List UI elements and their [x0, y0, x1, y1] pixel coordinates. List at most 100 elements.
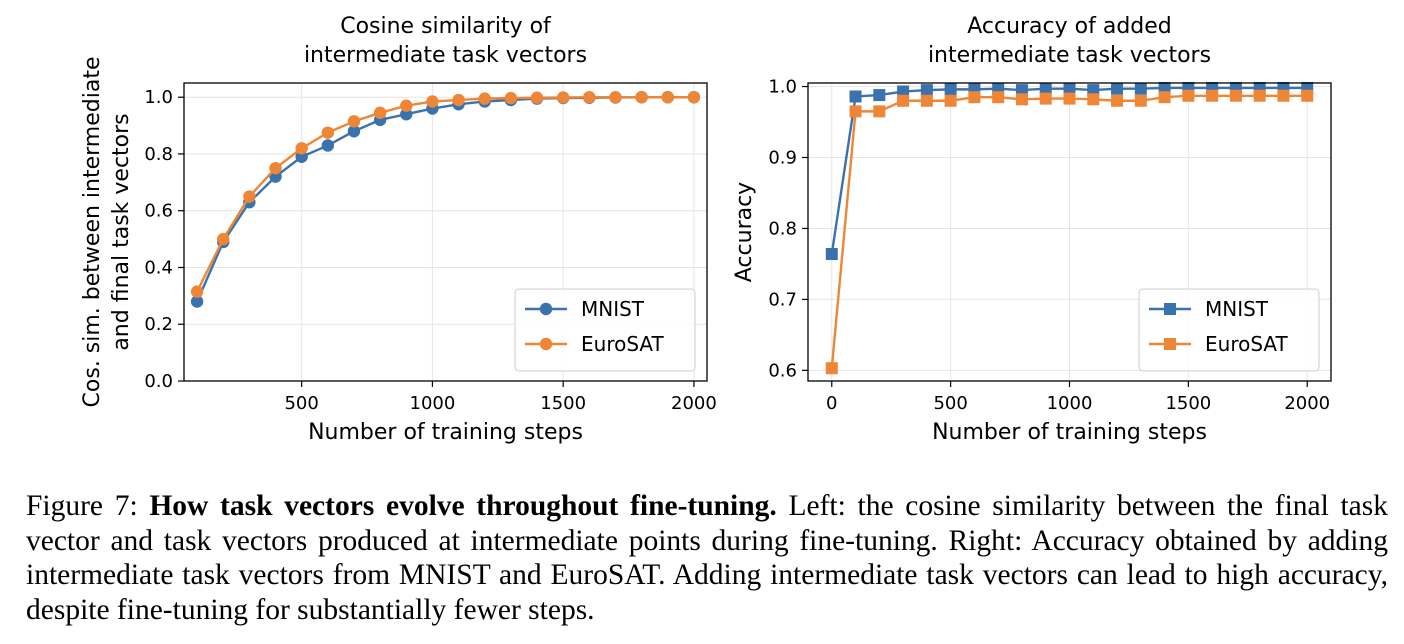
data-point — [661, 90, 674, 104]
data-point — [944, 83, 957, 96]
data-point — [1253, 89, 1266, 102]
chart-title: intermediate task vectors — [304, 43, 587, 68]
caption-text: Left: the cosine similarity between the … — [26, 490, 1389, 626]
x-tick-label: 0 — [826, 393, 837, 414]
data-point — [269, 161, 282, 175]
data-point — [635, 90, 648, 104]
x-tick-label: 1500 — [1165, 393, 1211, 414]
x-tick-label: 1000 — [1047, 393, 1093, 414]
caption-label: Figure 7: — [26, 490, 138, 522]
data-point — [1134, 94, 1147, 107]
x-axis-label: Number of training steps — [308, 420, 583, 445]
data-point — [452, 93, 465, 107]
data-point — [190, 295, 204, 308]
x-axis-label: Number of training steps — [932, 420, 1207, 445]
data-point — [400, 108, 413, 121]
data-point — [556, 91, 570, 104]
data-point — [1277, 89, 1290, 102]
series-line — [196, 95, 694, 293]
data-point — [1063, 92, 1076, 105]
legend: MNIST EuroSAT — [1138, 288, 1320, 372]
series-eurosat — [825, 89, 1314, 375]
data-point — [609, 90, 622, 104]
data-point — [1063, 82, 1076, 95]
data-point — [687, 90, 701, 104]
legend-marker — [1164, 303, 1176, 315]
y-tick-label: 0.8 — [144, 144, 173, 165]
data-point — [1206, 89, 1219, 102]
data-point — [347, 115, 361, 128]
y-tick-label: 0.2 — [144, 314, 173, 335]
data-point — [897, 85, 910, 98]
data-point — [504, 91, 518, 105]
data-point — [269, 170, 282, 183]
data-point — [1229, 89, 1242, 102]
data-point — [321, 139, 335, 152]
y-axis-label: and final task vectors — [109, 113, 134, 350]
chart-title: Accuracy of added — [967, 14, 1172, 39]
x-tick-label: 2000 — [671, 393, 717, 414]
data-point — [217, 232, 230, 246]
data-point — [373, 106, 387, 120]
data-point — [1301, 89, 1314, 102]
legend-marker — [539, 337, 553, 351]
series-mnist — [825, 81, 1314, 260]
data-point — [825, 362, 838, 375]
data-point — [321, 126, 335, 139]
chart-title: Cosine similarity of — [340, 14, 552, 39]
data-point — [426, 95, 439, 108]
data-point — [992, 91, 1005, 104]
legend-label-mnist: MNIST — [1205, 297, 1269, 321]
axes-frame — [183, 82, 708, 382]
chart-1: 500 1000 1500 2000 0.0 0.2 0.4 0.6 0.8 1.0 Cosine … — [80, 14, 717, 445]
data-point — [295, 150, 308, 163]
figure-charts: 500 1000 1500 2000 0.0 0.2 0.4 0.6 0.8 1.0 Cosine … — [80, 14, 1332, 445]
data-point — [1182, 89, 1195, 102]
data-point — [920, 84, 933, 97]
legend-label-eurosat: EuroSAT — [581, 332, 665, 356]
data-point — [1158, 81, 1171, 94]
caption-bold-title: How task vectors evolve throughout fine-… — [149, 490, 777, 522]
y-tick-label: 0.8 — [768, 218, 797, 239]
data-point — [583, 90, 596, 104]
data-point — [347, 125, 361, 138]
legend-label-mnist: MNIST — [581, 297, 645, 321]
data-point — [1134, 82, 1147, 95]
x-tick-label: 500 — [933, 393, 967, 414]
data-point — [920, 94, 933, 107]
data-point — [825, 247, 838, 260]
y-tick-label: 0.0 — [144, 371, 173, 392]
x-tick-label: 1000 — [410, 393, 456, 414]
x-tick-label: 500 — [284, 393, 318, 414]
data-point — [1087, 84, 1100, 97]
data-point — [478, 92, 491, 105]
y-tick-label: 0.9 — [768, 148, 797, 169]
data-point — [873, 89, 886, 102]
series-mnist — [190, 90, 701, 308]
y-axis-label: Accuracy — [732, 182, 757, 282]
x-tick-label: 2000 — [1284, 393, 1330, 414]
legend-marker — [539, 302, 553, 316]
y-tick-label: 0.7 — [768, 289, 797, 310]
data-point — [190, 285, 204, 298]
y-tick-label: 1.0 — [768, 77, 797, 98]
data-point — [873, 105, 886, 118]
data-point — [530, 91, 544, 104]
chart-2: 0 500 1000 1500 2000 0.6 0.7 0.8 0.9 1.0 Accuracy … — [732, 14, 1332, 445]
figure-caption: Figure 7: How task vectors evolve throug… — [26, 489, 1388, 627]
y-tick-label: 1.0 — [144, 87, 173, 108]
data-point — [1087, 93, 1100, 106]
series-eurosat — [190, 90, 701, 298]
data-point — [1111, 94, 1124, 107]
y-tick-label: 0.4 — [144, 257, 173, 278]
x-tick-label: 1500 — [540, 393, 586, 414]
data-point — [1015, 84, 1028, 97]
data-point — [1015, 93, 1028, 106]
data-point — [1039, 92, 1052, 105]
legend-marker — [1164, 338, 1176, 350]
data-point — [243, 190, 256, 203]
data-point — [897, 94, 910, 107]
chart-title: intermediate task vectors — [928, 43, 1211, 68]
y-tick-label: 0.6 — [768, 360, 797, 381]
data-point — [1111, 82, 1124, 95]
